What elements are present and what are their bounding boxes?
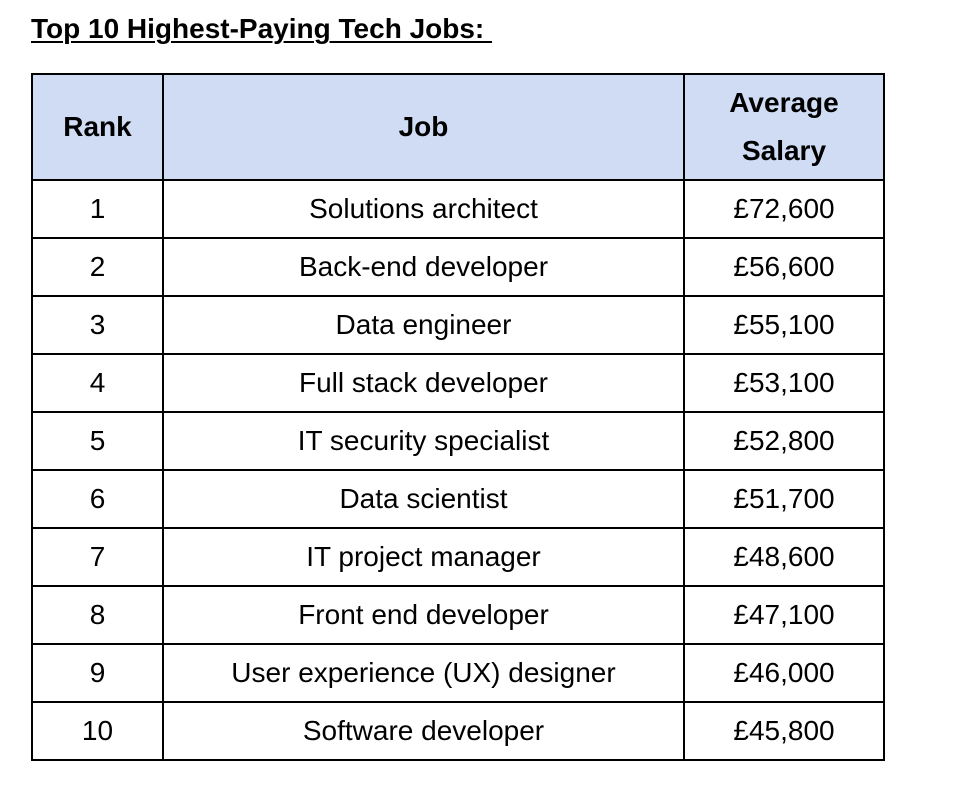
header-salary-line2: Salary [741, 135, 827, 166]
header-job: Job [162, 73, 685, 181]
table-row: 9 User experience (UX) designer £46,000 [31, 643, 885, 703]
table-body: 1 Solutions architect £72,600 2 Back-end… [31, 179, 885, 761]
job-cell: IT project manager [162, 527, 685, 587]
salary-cell: £52,800 [683, 411, 885, 471]
rank-cell: 2 [31, 237, 164, 297]
rank-cell: 6 [31, 469, 164, 529]
job-cell: Back-end developer [162, 237, 685, 297]
job-cell: Data engineer [162, 295, 685, 355]
job-cell: Software developer [162, 701, 685, 761]
header-salary-line1: Average [729, 87, 839, 118]
rank-cell: 3 [31, 295, 164, 355]
salary-table: Rank Job Average Salary 1 Solutions arch… [31, 73, 885, 761]
salary-cell: £48,600 [683, 527, 885, 587]
page-title: Top 10 Highest-Paying Tech Jobs: [31, 13, 493, 44]
header-rank: Rank [31, 73, 164, 181]
table-row: 2 Back-end developer £56,600 [31, 237, 885, 297]
table-row: 7 IT project manager £48,600 [31, 527, 885, 587]
job-cell: Front end developer [162, 585, 685, 645]
rank-cell: 7 [31, 527, 164, 587]
salary-cell: £46,000 [683, 643, 885, 703]
table-row: 3 Data engineer £55,100 [31, 295, 885, 355]
salary-cell: £53,100 [683, 353, 885, 413]
job-cell: Solutions architect [162, 179, 685, 239]
table-header-row: Rank Job Average Salary [31, 73, 885, 181]
table-row: 1 Solutions architect £72,600 [31, 179, 885, 239]
rank-cell: 5 [31, 411, 164, 471]
table-row: 10 Software developer £45,800 [31, 701, 885, 761]
salary-cell: £47,100 [683, 585, 885, 645]
rank-cell: 9 [31, 643, 164, 703]
salary-cell: £51,700 [683, 469, 885, 529]
salary-cell: £56,600 [683, 237, 885, 297]
salary-cell: £72,600 [683, 179, 885, 239]
table-header: Rank Job Average Salary [31, 73, 885, 181]
rank-cell: 8 [31, 585, 164, 645]
table-row: 8 Front end developer £47,100 [31, 585, 885, 645]
salary-cell: £45,800 [683, 701, 885, 761]
job-cell: User experience (UX) designer [162, 643, 685, 703]
header-average-salary: Average Salary [683, 73, 885, 181]
rank-cell: 10 [31, 701, 164, 761]
rank-cell: 4 [31, 353, 164, 413]
table-row: 5 IT security specialist £52,800 [31, 411, 885, 471]
table-row: 4 Full stack developer £53,100 [31, 353, 885, 413]
rank-cell: 1 [31, 179, 164, 239]
salary-cell: £55,100 [683, 295, 885, 355]
table-row: 6 Data scientist £51,700 [31, 469, 885, 529]
job-cell: Full stack developer [162, 353, 685, 413]
job-cell: IT security specialist [162, 411, 685, 471]
job-cell: Data scientist [162, 469, 685, 529]
